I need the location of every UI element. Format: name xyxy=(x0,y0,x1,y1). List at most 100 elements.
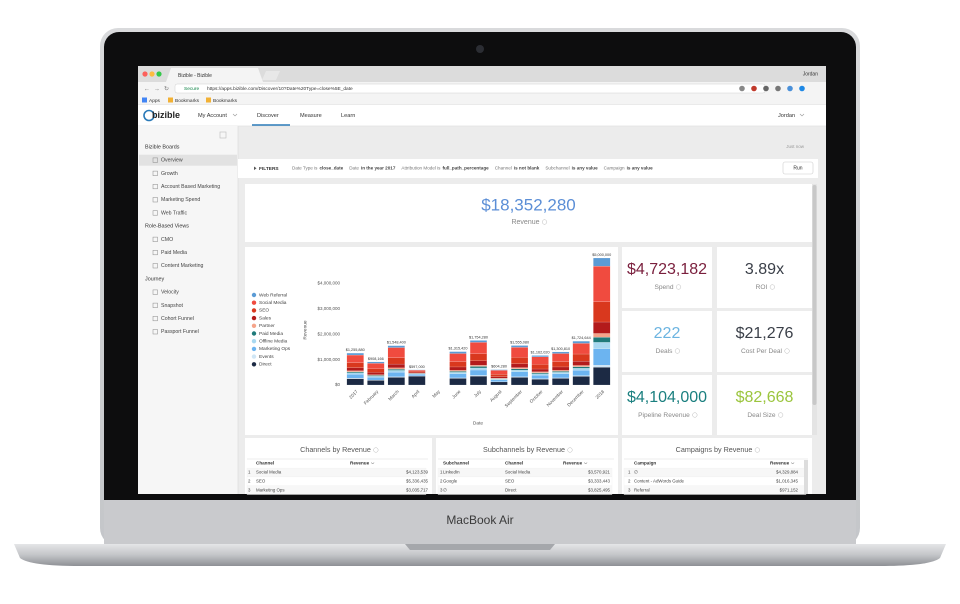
bar-segment xyxy=(408,376,426,386)
sidebar-item[interactable]: Marketing Spend xyxy=(161,197,200,203)
bookmark[interactable]: Apps xyxy=(149,98,161,104)
panel xyxy=(717,311,812,372)
extension-icon[interactable] xyxy=(799,85,805,92)
total-label: $1,548,400 xyxy=(387,341,406,345)
kpi-label: Pipeline Revenue xyxy=(638,412,690,419)
bar-segment xyxy=(346,362,364,368)
bar-segment xyxy=(490,381,508,386)
column-header[interactable]: Revenue xyxy=(563,461,583,466)
x-tick-label: May xyxy=(431,389,441,399)
sidebar-item[interactable]: Passport Funnel xyxy=(161,329,199,335)
bar-segment xyxy=(552,351,570,354)
info-icon xyxy=(674,348,680,354)
table-cell: 3 xyxy=(248,487,251,492)
table-cell: Referral xyxy=(634,487,650,492)
extension-icon[interactable] xyxy=(739,85,745,92)
run-button[interactable] xyxy=(782,161,814,175)
bar-segment xyxy=(572,343,590,355)
bookmark-icon xyxy=(206,97,211,103)
bar-segment xyxy=(552,372,570,374)
table-row xyxy=(437,476,613,486)
bar-segment xyxy=(449,366,467,371)
sort-chevron xyxy=(790,462,795,465)
sidebar xyxy=(138,126,238,494)
sidebar-item[interactable]: Overview xyxy=(161,158,183,164)
browser: Bizible - Bizible Jordan Secure https://app… xyxy=(138,66,826,495)
bar-segment xyxy=(593,266,611,302)
new-tab[interactable] xyxy=(262,71,280,80)
bar-segment xyxy=(572,341,590,344)
table-cell: $3,333,443 xyxy=(588,478,611,483)
bar-segment xyxy=(470,340,487,343)
bar-segment xyxy=(490,379,508,382)
column-header[interactable]: Campaign xyxy=(634,461,656,466)
sidebar-item[interactable]: CMO xyxy=(161,237,173,243)
scroll-thumb[interactable] xyxy=(812,185,817,405)
extension-icon[interactable] xyxy=(751,85,757,92)
extension-icon[interactable] xyxy=(787,85,793,92)
bar-segment xyxy=(470,365,487,367)
bar-segment xyxy=(531,373,549,376)
nav-button[interactable]: ↻ xyxy=(164,85,169,92)
y-tick-label: $1,000,000 xyxy=(317,357,340,362)
legend-label: Marketing Ops xyxy=(259,346,291,352)
extension-icon[interactable] xyxy=(763,85,769,92)
sidebar-item[interactable]: Snapshot xyxy=(161,303,183,309)
column-header[interactable]: Revenue xyxy=(770,461,790,466)
table-row xyxy=(246,485,427,495)
bar-segment xyxy=(408,370,426,372)
report-icon xyxy=(152,157,158,163)
tab-title: Bizible - Bizible xyxy=(178,73,212,79)
tab[interactable] xyxy=(166,68,263,82)
nav-item[interactable]: My Account xyxy=(198,113,227,119)
bar-segment xyxy=(367,375,385,377)
legend-swatch xyxy=(251,292,257,298)
legend-label: Web Referral xyxy=(259,292,287,298)
report-icon xyxy=(152,329,158,335)
table-cell: $971,152 xyxy=(780,487,799,492)
column-header[interactable]: Channel xyxy=(505,461,523,466)
bar-segment xyxy=(367,374,385,376)
legend-label: Direct xyxy=(259,362,272,368)
report-icon xyxy=(152,302,158,308)
sidebar-item[interactable]: Content Marketing xyxy=(161,263,204,269)
nav-user[interactable]: Jordan xyxy=(778,113,795,119)
table-cell: Google xyxy=(443,478,458,483)
bar-segment xyxy=(346,374,364,379)
legend-swatch xyxy=(251,354,257,359)
nav-item[interactable]: Learn xyxy=(341,113,355,119)
extension-icon[interactable] xyxy=(775,85,781,92)
column-header[interactable]: Channel xyxy=(256,461,274,466)
nav-item[interactable]: Measure xyxy=(300,113,322,119)
bookmark[interactable]: Bookmarks xyxy=(213,98,238,104)
table-cell: 3 xyxy=(628,487,631,492)
table-cell: Direct xyxy=(505,487,517,492)
bar-segment xyxy=(387,370,405,373)
sidebar-item[interactable]: Velocity xyxy=(161,290,179,296)
info-icon xyxy=(692,412,698,418)
sidebar-item[interactable]: Growth xyxy=(161,171,178,177)
legend-swatch xyxy=(251,346,257,352)
sidebar-item[interactable]: Web Traffic xyxy=(161,210,187,216)
kpi-value: 222 xyxy=(654,325,681,342)
nav-button[interactable]: → xyxy=(154,86,160,92)
window-button[interactable] xyxy=(142,71,148,77)
info-icon xyxy=(784,348,790,354)
bar-segment xyxy=(408,372,426,374)
nav-button[interactable]: ← xyxy=(144,86,150,92)
sidebar-item[interactable]: Paid Media xyxy=(161,250,187,256)
column-header[interactable]: Subchannel xyxy=(443,461,469,466)
column-header[interactable]: Revenue xyxy=(350,461,370,466)
sidebar-item[interactable]: Account Based Marketing xyxy=(161,184,220,190)
bar-segment xyxy=(572,376,590,386)
report-icon xyxy=(152,170,158,176)
total-label: $1,754,280 xyxy=(469,335,488,339)
nav-item[interactable]: Discover xyxy=(257,113,279,119)
bookmark[interactable]: Bookmarks xyxy=(175,98,200,104)
chevron xyxy=(799,113,805,117)
window-button[interactable] xyxy=(156,71,162,77)
window-button[interactable] xyxy=(149,71,155,77)
bar-segment xyxy=(346,367,364,371)
sidebar-item[interactable]: Cohort Funnel xyxy=(161,316,194,322)
